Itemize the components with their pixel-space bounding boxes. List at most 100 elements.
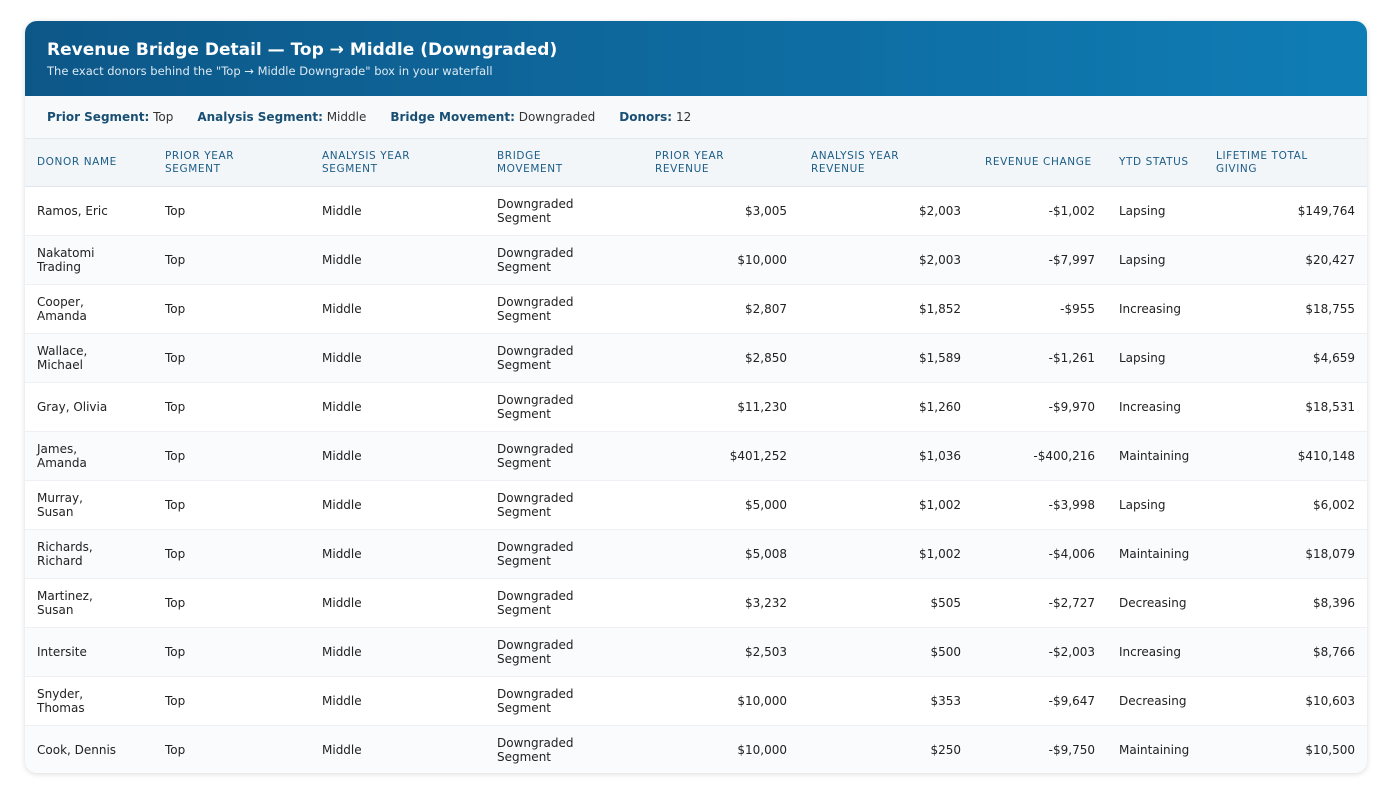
filter-value: Downgraded xyxy=(518,110,596,124)
cell-text: Top xyxy=(165,498,186,512)
cell-text: $20,427 xyxy=(1305,253,1355,267)
cell-text: $10,000 xyxy=(737,743,787,757)
table-cell: -$9,970 xyxy=(973,382,1107,432)
header-row: DONOR NAME PRIOR YEAR SEGMENT ANALYSIS YEA… xyxy=(25,139,1367,187)
filter: Donors: 12 xyxy=(619,110,691,124)
cell-text: $18,079 xyxy=(1305,547,1355,561)
cell-text: $353 xyxy=(930,694,961,708)
table-cell: Downgraded Segment xyxy=(485,284,643,334)
table-cell: -$1,002 xyxy=(973,186,1107,236)
cell-text: $2,003 xyxy=(919,204,961,218)
table-cell: -$4,006 xyxy=(973,529,1107,579)
table-cell: Downgraded Segment xyxy=(485,333,643,383)
cell-text: -$955 xyxy=(1060,302,1095,316)
cell-text: $4,659 xyxy=(1313,351,1355,365)
title: Revenue Bridge Detail — Top → Middle (Do… xyxy=(47,40,558,60)
table-cell: Martinez, Susan xyxy=(25,578,153,628)
table-cell: $18,755 xyxy=(1204,284,1367,334)
table-cell: $2,003 xyxy=(799,235,973,285)
column-header-text: PRIOR YEAR SEGMENT xyxy=(165,149,235,175)
table-row: Intersite Top Middle Downgraded Segment $2,5… xyxy=(25,627,1367,677)
table-cell: $1,589 xyxy=(799,333,973,383)
table-cell: Top xyxy=(153,578,310,628)
cell-text: Downgraded Segment xyxy=(497,344,574,372)
table-cell: Downgraded Segment xyxy=(485,529,643,579)
table-cell: Top xyxy=(153,284,310,334)
cell-text: $1,002 xyxy=(919,547,961,561)
table-cell: $1,002 xyxy=(799,480,973,530)
table-cell: $8,766 xyxy=(1204,627,1367,677)
table-cell: Downgraded Segment xyxy=(485,627,643,677)
header: Revenue Bridge Detail — Top → Middle (Do… xyxy=(25,21,1367,96)
table-cell: $5,000 xyxy=(643,480,799,530)
cell-text: $1,002 xyxy=(919,498,961,512)
filter: Analysis Segment: Middle xyxy=(197,110,366,124)
table-cell: $3,005 xyxy=(643,186,799,236)
table-cell: $250 xyxy=(799,725,973,773)
table-cell: Lapsing xyxy=(1107,235,1204,285)
table-cell: Maintaining xyxy=(1107,529,1204,579)
table-cell: Snyder, Thomas xyxy=(25,676,153,726)
cell-text: Middle xyxy=(322,449,362,463)
table-cell: Increasing xyxy=(1107,284,1204,334)
cell-text: $149,764 xyxy=(1297,204,1355,218)
table-cell: -$3,998 xyxy=(973,480,1107,530)
table-cell: $410,148 xyxy=(1204,431,1367,481)
table-cell: $2,503 xyxy=(643,627,799,677)
table-cell: Cook, Dennis xyxy=(25,725,153,773)
cell-text: Murray, Susan xyxy=(37,491,83,519)
column-header-text: DONOR NAME xyxy=(37,156,117,168)
cell-text: Middle xyxy=(322,302,362,316)
cell-text: Middle xyxy=(322,547,362,561)
table-cell: Increasing xyxy=(1107,382,1204,432)
table-cell: Middle xyxy=(310,480,485,530)
table-row: Gray, Olivia Top Middle Downgraded Segment $… xyxy=(25,382,1367,432)
table-cell: $353 xyxy=(799,676,973,726)
cell-text: Middle xyxy=(322,253,362,267)
table-cell: $1,260 xyxy=(799,382,973,432)
table-cell: Top xyxy=(153,431,310,481)
cell-text: Richards, Richard xyxy=(37,540,93,568)
cell-text: -$3,998 xyxy=(1048,498,1095,512)
table-cell: $401,252 xyxy=(643,431,799,481)
cell-text: $1,260 xyxy=(919,400,961,414)
cell-text: Downgraded Segment xyxy=(497,589,574,617)
table-row: Wallace, Michael Top Middle Downgraded Segm… xyxy=(25,333,1367,383)
table-cell: $505 xyxy=(799,578,973,628)
table-cell: Middle xyxy=(310,186,485,236)
card: Revenue Bridge Detail — Top → Middle (Do… xyxy=(25,21,1367,773)
cell-text: Middle xyxy=(322,645,362,659)
column-header: ANALYSIS YEAR SEGMENT xyxy=(310,139,485,187)
table-cell: Top xyxy=(153,529,310,579)
cell-text: Maintaining xyxy=(1119,547,1190,561)
cell-text: $3,232 xyxy=(745,596,787,610)
cell-text: Lapsing xyxy=(1119,253,1166,267)
table-cell: Downgraded Segment xyxy=(485,431,643,481)
table-cell: James, Amanda xyxy=(25,431,153,481)
cell-text: Top xyxy=(165,449,186,463)
cell-text: $505 xyxy=(930,596,961,610)
cell-text: Cooper, Amanda xyxy=(37,295,87,323)
table-cell: Murray, Susan xyxy=(25,480,153,530)
cell-text: $410,148 xyxy=(1297,449,1355,463)
cell-text: Cook, Dennis xyxy=(37,743,117,757)
table-cell: $10,603 xyxy=(1204,676,1367,726)
cell-text: Middle xyxy=(322,400,362,414)
table-cell: $5,008 xyxy=(643,529,799,579)
cell-text: Gray, Olivia xyxy=(37,400,108,414)
cell-text: $5,008 xyxy=(745,547,787,561)
table-cell: Decreasing xyxy=(1107,578,1204,628)
table-cell: $10,000 xyxy=(643,725,799,773)
cell-text: Downgraded Segment xyxy=(497,197,574,225)
cell-text: Downgraded Segment xyxy=(497,687,574,715)
table-cell: Downgraded Segment xyxy=(485,382,643,432)
cell-text: $2,003 xyxy=(919,253,961,267)
table-cell: Middle xyxy=(310,529,485,579)
cell-text: Middle xyxy=(322,596,362,610)
cell-text: Downgraded Segment xyxy=(497,246,574,274)
cell-text: Wallace, Michael xyxy=(37,344,88,372)
table-cell: -$7,997 xyxy=(973,235,1107,285)
column-header: YTD STATUS xyxy=(1107,139,1204,187)
cell-text: Top xyxy=(165,253,186,267)
